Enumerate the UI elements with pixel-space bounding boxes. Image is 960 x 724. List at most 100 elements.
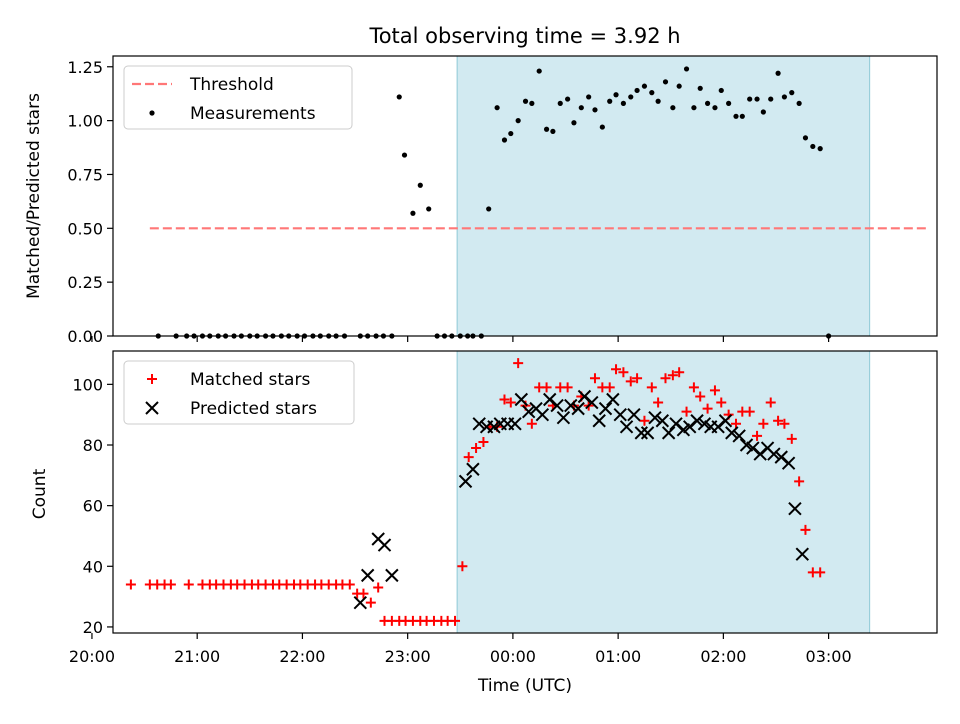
panel-counts: 20 40 60 80 100 20:00 21:00 22:00 23:00 00:00 01:0… <box>69 350 938 666</box>
data-point <box>543 126 550 132</box>
data-point <box>599 124 605 130</box>
data-point <box>522 98 529 104</box>
data-point <box>365 597 376 608</box>
data-point <box>676 83 682 89</box>
data-point <box>471 443 482 454</box>
y-tick-label: 0.25 <box>67 273 103 292</box>
data-point <box>648 411 662 425</box>
data-point <box>613 92 619 98</box>
data-point <box>501 137 508 143</box>
data-point <box>779 418 790 429</box>
data-point <box>730 418 741 429</box>
data-point <box>683 66 690 72</box>
data-point <box>620 100 626 106</box>
legend-label: Threshold <box>189 75 274 95</box>
data-point <box>598 401 613 416</box>
data-point <box>634 87 640 94</box>
data-point <box>744 406 755 417</box>
chart-title: Total observing time = 3.92 h <box>368 24 680 48</box>
data-point <box>695 391 706 402</box>
x-tick-label: 20:00 <box>69 647 115 666</box>
data-point <box>781 94 788 100</box>
data-point <box>571 401 585 416</box>
data-point <box>556 411 571 425</box>
data-point <box>709 385 720 396</box>
data-point <box>794 476 805 487</box>
data-point <box>486 206 492 212</box>
data-point <box>478 436 489 447</box>
series-measurements <box>155 66 832 339</box>
data-point <box>373 582 384 593</box>
data-point <box>655 414 670 428</box>
data-point <box>535 407 550 422</box>
data-point <box>585 395 599 410</box>
axes-frame <box>112 55 938 337</box>
data-point <box>789 90 795 96</box>
x-tick-label: 23:00 <box>385 647 431 666</box>
data-point <box>466 462 480 476</box>
data-point <box>592 107 598 113</box>
data-point <box>515 118 521 124</box>
data-point <box>458 474 473 489</box>
data-point <box>718 87 724 94</box>
legend-box <box>123 65 353 130</box>
legend: Matched stars Predicted stars <box>123 360 355 425</box>
data-point <box>697 85 703 91</box>
data-point <box>649 90 655 96</box>
data-point <box>562 382 573 393</box>
data-point <box>660 373 671 384</box>
legend-marker <box>147 374 157 384</box>
data-point <box>688 382 699 393</box>
top-y-axis-label: Matched/Predicted stars <box>24 93 44 299</box>
data-point <box>592 414 606 428</box>
data-point <box>586 94 592 100</box>
legend-label: Measurements <box>190 104 316 124</box>
data-point <box>417 182 423 188</box>
data-point <box>606 392 620 407</box>
data-point <box>760 109 766 115</box>
data-point <box>472 417 486 431</box>
data-point <box>646 382 657 393</box>
data-point <box>165 579 176 590</box>
data-point <box>788 501 802 516</box>
x-tick-label: 02:00 <box>700 647 746 666</box>
data-point <box>377 538 392 552</box>
data-point <box>508 130 514 137</box>
data-point <box>704 100 711 106</box>
data-point <box>604 382 615 393</box>
x-axis-label: Time (UTC) <box>477 676 572 696</box>
data-point <box>628 94 634 100</box>
data-point <box>674 367 685 378</box>
legend-marker <box>145 401 159 415</box>
data-point <box>529 100 535 106</box>
data-point <box>815 567 826 578</box>
data-point <box>557 100 563 106</box>
data-point <box>353 595 368 610</box>
panel-ratio: 0.00 0.25 0.50 0.75 1.00 1.25 Threshold Measure… <box>67 55 938 346</box>
data-point <box>653 397 664 408</box>
data-point <box>634 426 648 440</box>
data-point <box>613 407 627 422</box>
data-point <box>661 426 676 440</box>
data-point <box>578 105 584 111</box>
data-point <box>725 426 739 440</box>
data-point <box>810 143 816 150</box>
data-point <box>733 113 739 119</box>
data-point <box>360 568 375 583</box>
data-point <box>589 373 600 384</box>
data-point <box>607 98 613 104</box>
y-tick-label: 20 <box>83 618 103 637</box>
y-tick-label: 40 <box>83 557 103 576</box>
y-tick-label: 60 <box>83 497 103 516</box>
y-tick-label: 100 <box>72 375 103 394</box>
data-point <box>505 397 516 408</box>
data-point <box>344 579 355 590</box>
data-point <box>183 579 194 590</box>
data-point <box>739 113 745 119</box>
y-tick-label: 80 <box>83 436 103 455</box>
data-point <box>463 452 474 463</box>
data-point <box>508 417 522 431</box>
data-point <box>667 370 678 381</box>
data-point <box>457 561 468 572</box>
data-point <box>754 96 760 102</box>
